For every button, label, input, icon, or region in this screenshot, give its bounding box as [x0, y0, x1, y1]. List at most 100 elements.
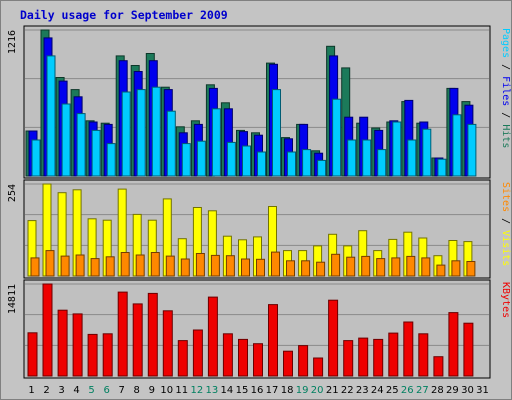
- kbytes-bar: [373, 338, 384, 377]
- sites-bar: [120, 252, 130, 277]
- kbytes-bar: [72, 313, 83, 377]
- sites-bar: [195, 253, 205, 277]
- pages-bar: [317, 159, 327, 177]
- x-tick-label: 12: [191, 385, 204, 396]
- sites-bar: [150, 252, 160, 277]
- x-tick-label: 23: [356, 385, 369, 396]
- pages-bar: [226, 141, 236, 177]
- legend-item: Sites: [500, 182, 511, 212]
- sites-bar: [75, 254, 85, 277]
- kbytes-bar: [313, 357, 324, 377]
- sites-bar: [271, 251, 280, 277]
- pages-bar: [467, 123, 477, 177]
- x-tick-label: 25: [386, 385, 399, 396]
- x-tick-label: 19: [296, 385, 309, 396]
- legend-item: KBytes: [500, 282, 511, 318]
- pages-bar: [422, 128, 432, 177]
- kbytes-bar: [207, 296, 218, 377]
- sites-bar: [30, 257, 40, 277]
- pages-bar: [407, 139, 417, 177]
- chart-title: Daily usage for September 2009: [20, 8, 228, 22]
- kbytes-bar: [418, 333, 429, 377]
- panel-hits-files-pages: 1216 Pages / Files / Hits: [7, 25, 511, 179]
- pages-bar: [196, 140, 206, 177]
- pages-bar: [362, 139, 372, 177]
- kbytes-bar: [117, 291, 128, 377]
- pages-bar: [242, 145, 251, 177]
- sites-bar: [436, 264, 446, 277]
- kbytes-bar: [283, 350, 293, 377]
- kbytes-bar: [268, 304, 278, 377]
- sites-bar: [256, 258, 265, 277]
- sites-bar: [451, 260, 461, 277]
- kbytes-bar: [42, 283, 53, 377]
- x-tick-label: 28: [431, 385, 444, 396]
- max-label: 254: [7, 184, 18, 202]
- sites-bar: [60, 255, 70, 277]
- pages-bar: [332, 98, 342, 177]
- pages-bar: [452, 114, 462, 177]
- legend-item: Files: [500, 76, 511, 106]
- sites-bar: [135, 254, 145, 277]
- sites-bar: [165, 255, 175, 277]
- pages-bar: [272, 89, 281, 177]
- x-tick-label: 16: [251, 385, 264, 396]
- sites-bar: [331, 253, 341, 277]
- pages-bar: [377, 149, 387, 177]
- kbytes-bar: [448, 312, 459, 377]
- x-tick-label: 31: [476, 385, 489, 396]
- x-tick-label: 14: [221, 385, 234, 396]
- kbytes-bar: [87, 333, 98, 377]
- pages-bar: [181, 143, 191, 177]
- legend-item: /: [500, 212, 511, 230]
- legend-item: Hits: [500, 124, 511, 148]
- sites-bar: [421, 257, 431, 277]
- kbytes-bar: [463, 322, 474, 377]
- kbytes-bar: [192, 329, 203, 377]
- x-tick-label: 30: [461, 385, 474, 396]
- sites-bar: [346, 256, 356, 277]
- kbytes-bar: [343, 340, 354, 377]
- max-label: 1216: [7, 30, 18, 54]
- kbytes-bar: [132, 303, 143, 377]
- kbytes-bar: [388, 332, 399, 377]
- sites-bar: [45, 250, 55, 277]
- pages-bar: [136, 89, 146, 177]
- legend-item: /: [500, 58, 511, 76]
- kbytes-bar: [27, 332, 38, 377]
- sites-bar: [376, 258, 386, 277]
- x-tick-label: 4: [73, 385, 79, 396]
- x-tick-label: 26: [401, 385, 414, 396]
- x-tick-label: 9: [149, 385, 155, 396]
- kbytes-bar: [102, 333, 113, 377]
- sites-bar: [225, 255, 235, 277]
- sites-bar: [180, 258, 190, 277]
- x-tick-label: 17: [266, 385, 279, 396]
- legend-item: Visits: [500, 230, 511, 266]
- sites-bar: [361, 255, 371, 277]
- x-tick-label: 6: [104, 385, 110, 396]
- kbytes-bar: [57, 309, 68, 377]
- pages-bar: [76, 113, 86, 177]
- pages-bar: [106, 143, 116, 177]
- x-tick-label: 27: [416, 385, 429, 396]
- x-tick-label: 2: [43, 385, 49, 396]
- pages-bar: [437, 158, 447, 177]
- legend-item: Pages: [500, 28, 511, 58]
- x-tick-label: 20: [311, 385, 324, 396]
- sites-bar: [210, 254, 220, 277]
- sites-bar: [466, 261, 476, 277]
- x-tick-label: 22: [341, 385, 354, 396]
- sites-bar: [90, 258, 100, 277]
- legend: KBytes: [500, 282, 511, 318]
- kbytes-bar: [328, 299, 339, 377]
- legend-item: /: [500, 106, 511, 124]
- sites-bar: [301, 260, 311, 277]
- pages-bar: [302, 149, 312, 177]
- max-label: 14811: [7, 284, 18, 314]
- pages-bar: [392, 121, 402, 177]
- panel-kbytes: 14811 KBytes: [7, 279, 511, 379]
- x-tick-label: 5: [88, 385, 94, 396]
- kbytes-bar: [222, 333, 233, 377]
- kbytes-bar: [403, 321, 414, 377]
